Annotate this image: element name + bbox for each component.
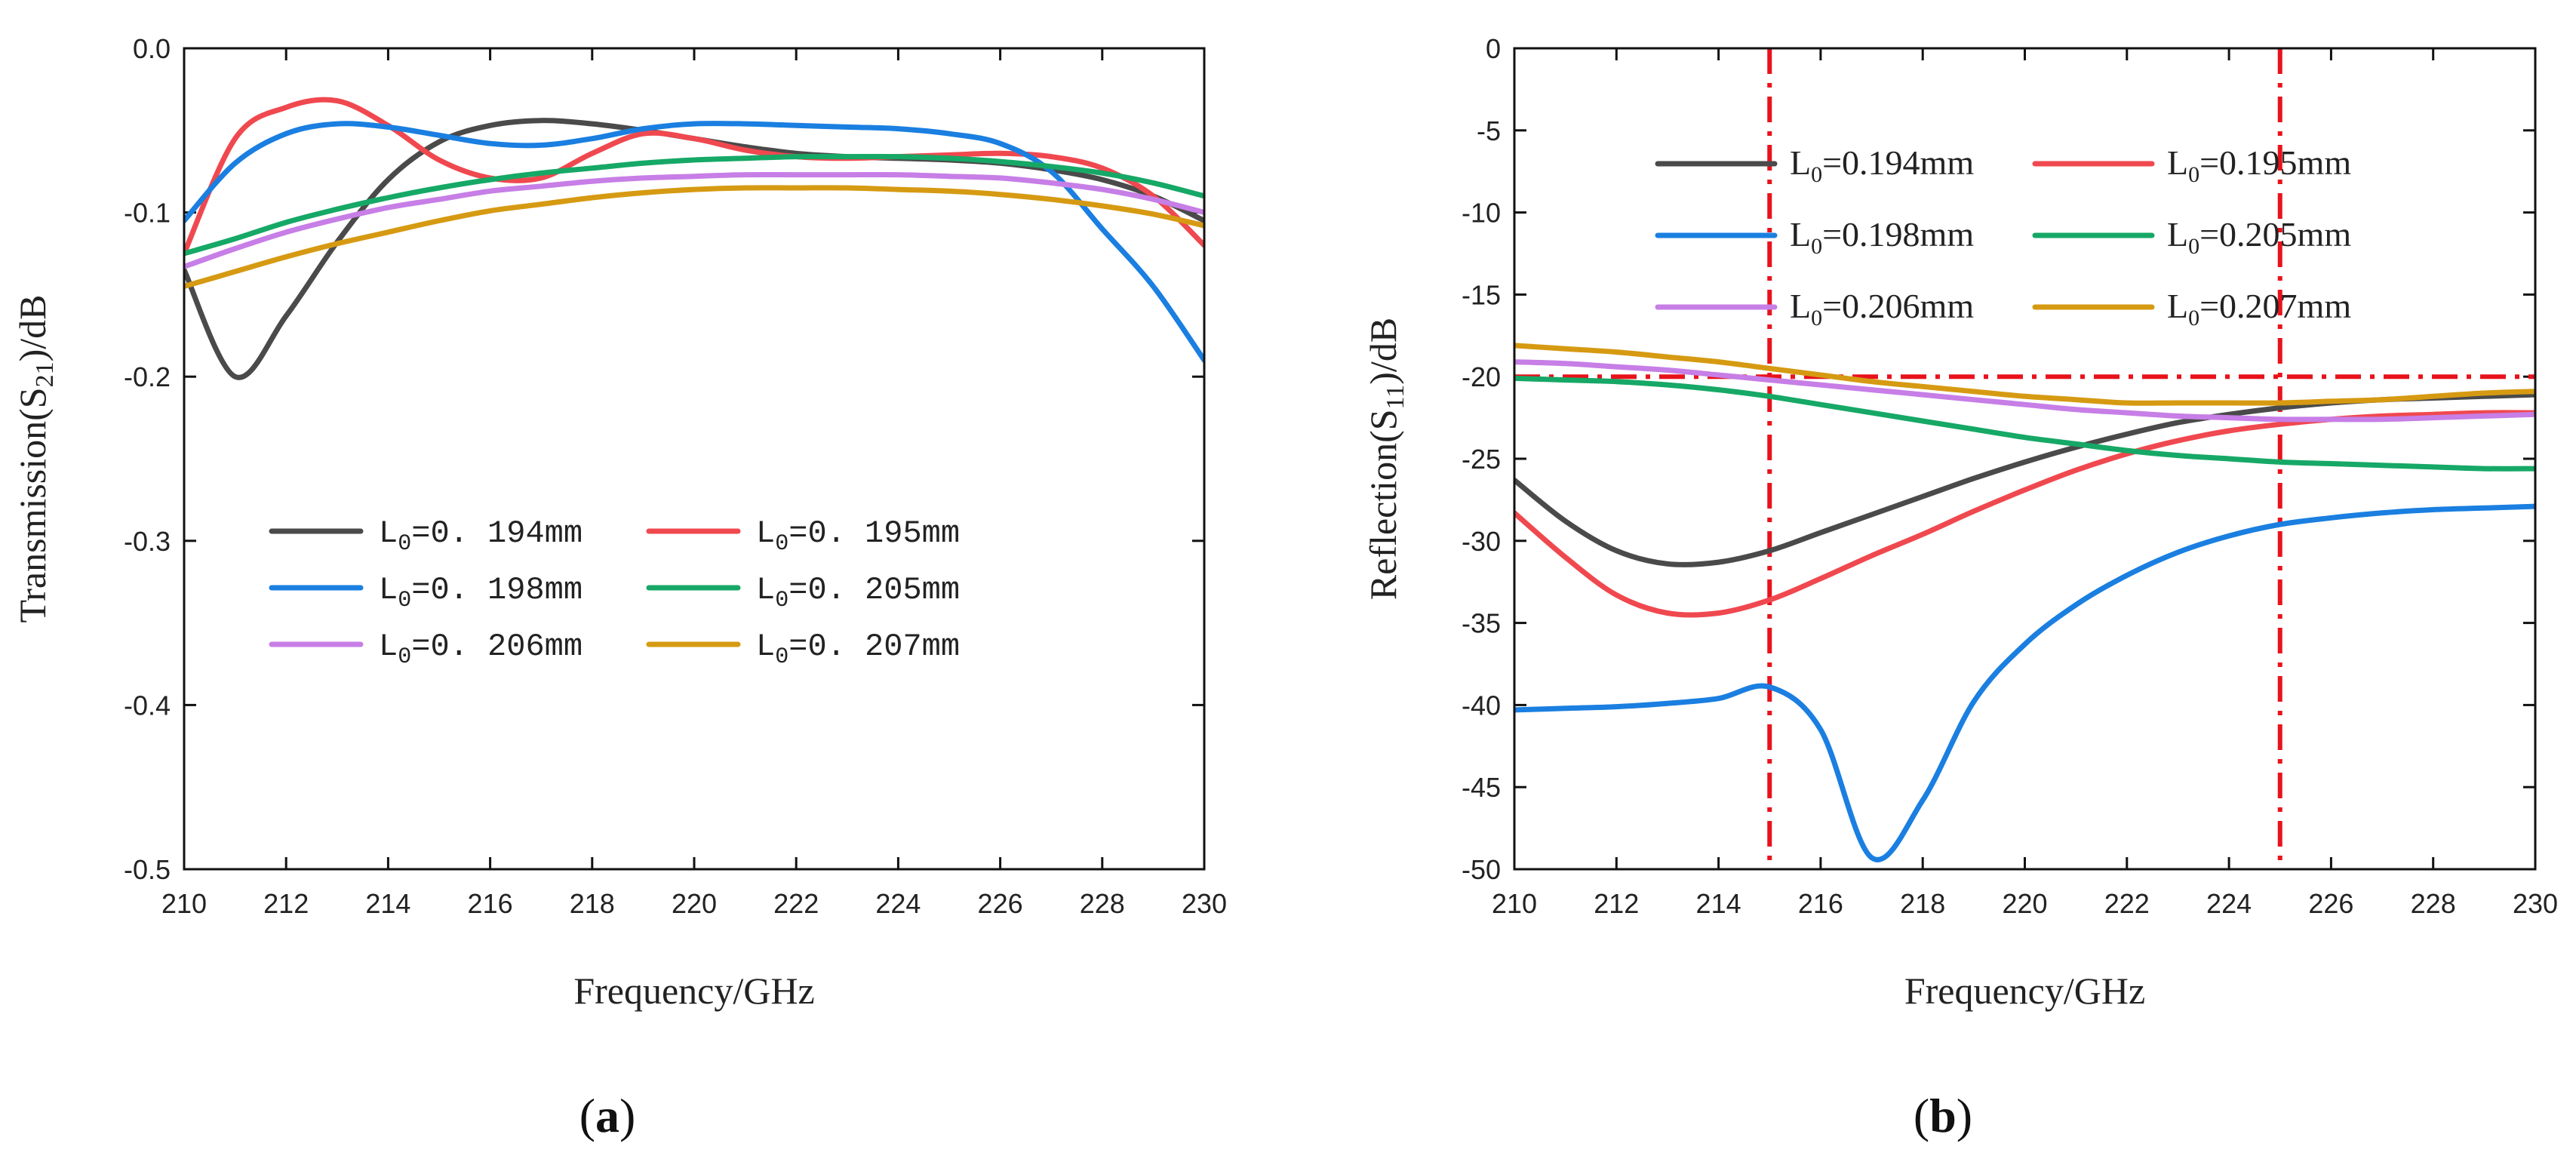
- x-tick-label: 214: [1696, 888, 1741, 919]
- y-tick-label: -40: [1462, 690, 1501, 721]
- x-tick-label: 222: [773, 888, 819, 919]
- series-line-l0-205: [1514, 375, 2535, 472]
- x-axis-title: Frequency/GHz: [1904, 970, 2145, 1012]
- x-tick-label: 226: [978, 888, 1023, 919]
- y-tick-label: -0.5: [124, 854, 171, 885]
- legend-label: L0=0.195mm: [2167, 143, 2351, 187]
- legend-label: L0=0.198mm: [1790, 215, 1974, 259]
- y-tick-label: -0.4: [124, 690, 171, 721]
- series-group: [184, 97, 1204, 380]
- series-line-l0-205: [184, 153, 1204, 257]
- series-line-l0-207: [184, 185, 1204, 289]
- legend-label: L0=0. 207mm: [756, 629, 960, 670]
- y-tick-label: -15: [1462, 279, 1501, 310]
- x-tick-label: 216: [1798, 888, 1843, 919]
- y-tick-label: -30: [1462, 526, 1501, 557]
- legend-label: L0=0.205mm: [2167, 215, 2351, 259]
- y-tick-label: -35: [1462, 608, 1501, 639]
- series-line-l0-198: [1514, 503, 2535, 862]
- legend-label: L0=0.206mm: [1790, 287, 1974, 330]
- x-tick-label: 220: [672, 888, 717, 919]
- series-line-l0-206: [1514, 359, 2535, 423]
- y-tick-label: -0.3: [124, 526, 171, 557]
- legend-label: L0=0.207mm: [2167, 287, 2351, 330]
- x-tick-label: 212: [263, 888, 309, 919]
- y-tick-label: -0.1: [124, 198, 171, 229]
- x-tick-label: 216: [468, 888, 513, 919]
- panel-label: (a): [579, 1089, 636, 1142]
- legend: L0=0. 194mm L0=0. 195mm L0=0. 198mm L0=0. 2…: [269, 515, 960, 670]
- y-tick-label: -10: [1462, 198, 1501, 229]
- x-tick-label: 222: [2104, 888, 2150, 919]
- x-tick-label: 218: [570, 888, 615, 919]
- legend-label: L0=0. 205mm: [756, 572, 960, 613]
- y-axis-title: Reflection(S11)/dB: [1362, 318, 1409, 600]
- x-tick-label: 226: [2308, 888, 2353, 919]
- y-tick-label: -0.2: [124, 361, 171, 392]
- x-tick-label: 224: [2206, 888, 2252, 919]
- panel-label: (b): [1914, 1089, 1972, 1142]
- x-tick-label: 210: [1492, 888, 1537, 919]
- x-tick-label: 210: [161, 888, 207, 919]
- legend-label: L0=0. 195mm: [756, 515, 960, 557]
- plot-frame: [1513, 47, 2537, 871]
- x-tick-label: 230: [2513, 888, 2558, 919]
- series-line-l0-195: [184, 97, 1204, 257]
- legend-label: L0=0. 206mm: [379, 629, 583, 670]
- legend-label: L0=0. 198mm: [379, 572, 583, 613]
- y-tick-label: -20: [1462, 361, 1501, 392]
- x-axis-title: Frequency/GHz: [573, 970, 814, 1012]
- legend-label: L0=0.194mm: [1790, 143, 1974, 187]
- y-tick-label: -50: [1462, 854, 1501, 885]
- legend-label: L0=0. 194mm: [379, 515, 583, 557]
- series-line-l0-198: [184, 121, 1204, 363]
- y-tick-label: -5: [1477, 115, 1501, 146]
- x-tick-label: 220: [2002, 888, 2047, 919]
- panel-a-chart: 210 212 214 216 218 220 222 224 226 228 230 0.0 -0.1…: [11, 33, 1227, 1142]
- plot-frame: [183, 47, 1206, 871]
- y-tick-label: -45: [1462, 772, 1501, 803]
- x-tick-label: 230: [1182, 888, 1227, 919]
- legend: L0=0.194mm L0=0.195mm L0=0.198mm L0=0.205mm…: [1655, 143, 2351, 330]
- y-axis-title: Transmission(S21)/dB: [11, 294, 59, 622]
- series-group: [1514, 343, 2535, 862]
- panel-b-chart: 210 212 214 216 218 220 222 224 226 228 230 0 -5 -10 -…: [1362, 33, 2558, 1142]
- y-tick-label: 0: [1486, 33, 1501, 64]
- series-line-l0-206: [184, 171, 1204, 269]
- y-tick-label: 0.0: [133, 33, 171, 64]
- y-tick-label: -25: [1462, 444, 1501, 475]
- x-tick-label: 212: [1594, 888, 1639, 919]
- x-tick-label: 218: [1900, 888, 1945, 919]
- x-tick-label: 214: [365, 888, 410, 919]
- x-tick-label: 228: [2411, 888, 2456, 919]
- x-tick-label: 228: [1080, 888, 1125, 919]
- series-line-l0-207: [1514, 343, 2535, 406]
- x-tick-label: 224: [875, 888, 921, 919]
